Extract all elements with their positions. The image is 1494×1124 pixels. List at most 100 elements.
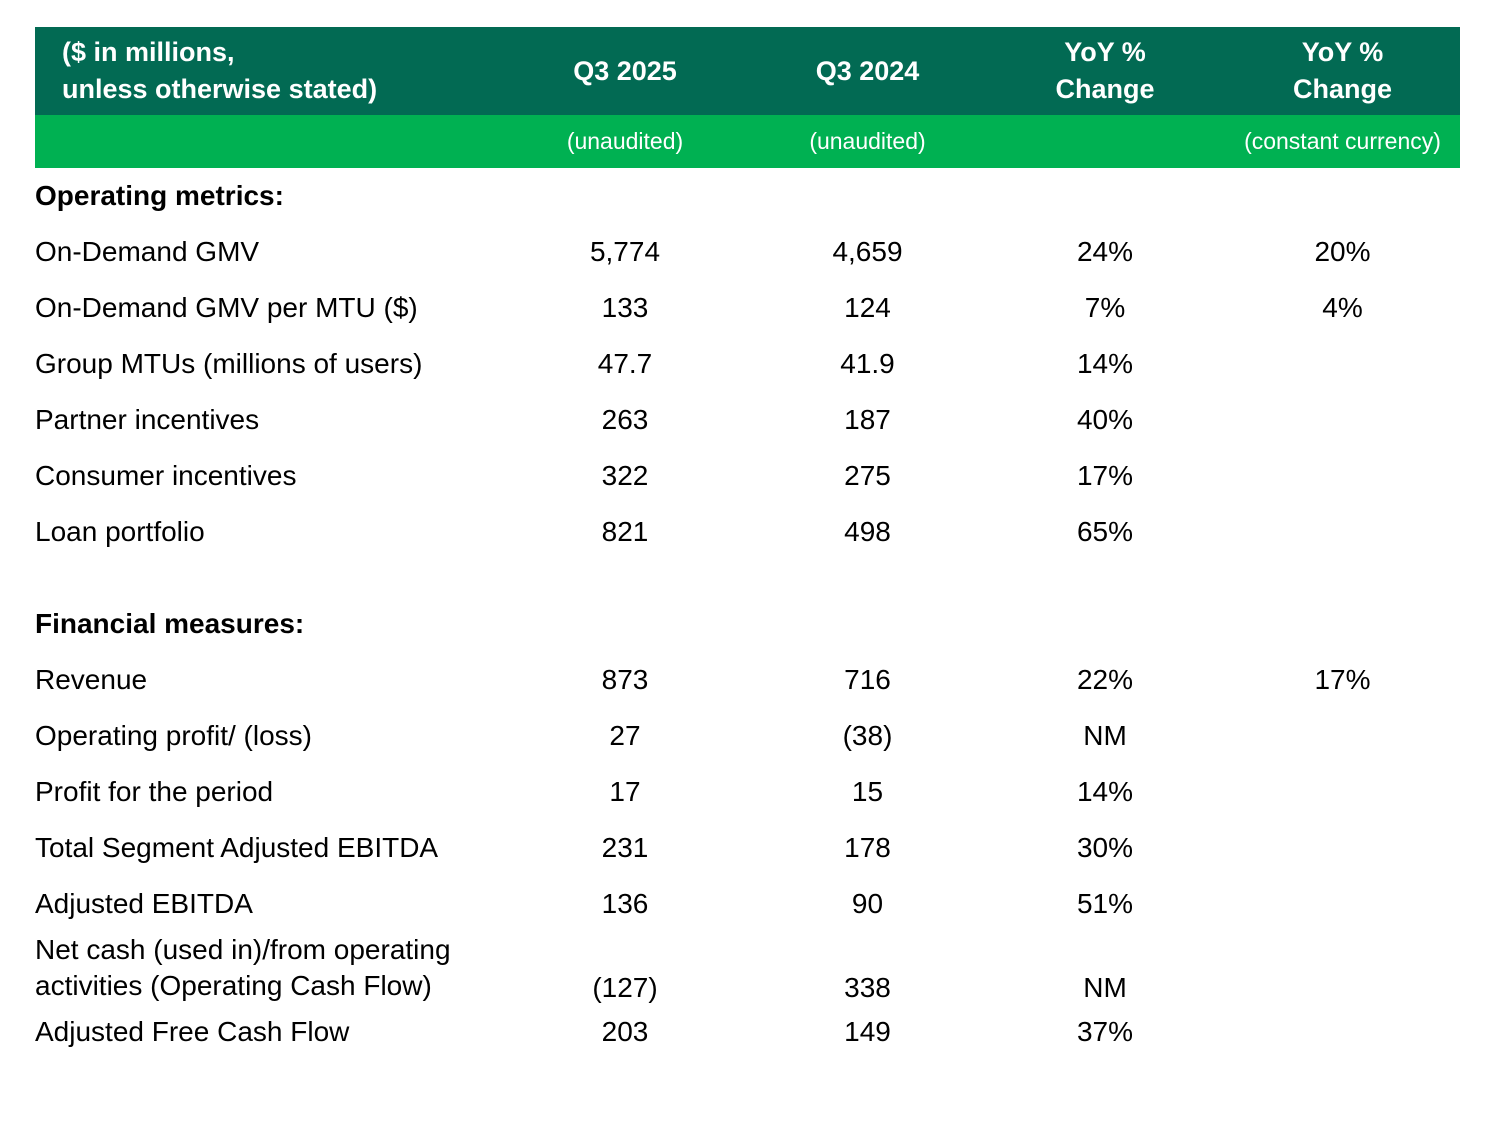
- value-yoy: 7%: [1084, 292, 1126, 323]
- table-row: Loan portfolio 821 498 65%: [35, 504, 1460, 560]
- financial-metrics-table: ($ in millions, unless otherwise stated)…: [35, 27, 1460, 1060]
- value-q3-2025: 133: [601, 292, 649, 323]
- value-yoy: NM: [1083, 972, 1127, 1003]
- value-q3-2025: 873: [601, 664, 649, 695]
- value-q3-2025: 821: [601, 516, 649, 547]
- header-yoy-line1: YoY %: [1064, 37, 1146, 67]
- subheader-constant-currency-note: (constant currency): [1225, 115, 1460, 168]
- value-yoy-cc: [1225, 932, 1460, 1004]
- value-yoy-cc: [1225, 708, 1460, 764]
- value-yoy: 24%: [1076, 236, 1134, 267]
- value-yoy: 40%: [1076, 404, 1134, 435]
- header-q3-2025: Q3 2025: [500, 27, 750, 115]
- value-yoy: 65%: [1076, 516, 1134, 547]
- table-header-row: ($ in millions, unless otherwise stated)…: [35, 27, 1460, 115]
- value-yoy: 22%: [1076, 664, 1134, 695]
- table-row: Profit for the period 17 15 14%: [35, 764, 1460, 820]
- row-label: On-Demand GMV: [35, 236, 260, 267]
- table-row: On-Demand GMV 5,774 4,659 24% 20%: [35, 224, 1460, 280]
- table-row: Consumer incentives 322 275 17%: [35, 448, 1460, 504]
- section-header-financial-measures: Financial measures:: [35, 596, 1460, 652]
- value-yoy: 37%: [1076, 1016, 1134, 1047]
- subheader-q3-2024-note: (unaudited): [750, 115, 985, 168]
- table-row: Total Segment Adjusted EBITDA 231 178 30…: [35, 820, 1460, 876]
- value-q3-2025: 47.7: [597, 348, 653, 379]
- table-row-net-cash: Net cash (used in)/from operating activi…: [35, 932, 1460, 1004]
- spacer-row: [35, 560, 1460, 596]
- value-q3-2024: 4,659: [832, 236, 903, 267]
- value-yoy: 17%: [1076, 460, 1134, 491]
- value-q3-2024: 41.9: [840, 348, 895, 379]
- row-label: Adjusted EBITDA: [35, 888, 253, 919]
- section-title: Operating metrics:: [35, 180, 284, 211]
- table-row: On-Demand GMV per MTU ($) 133 124 7% 4%: [35, 280, 1460, 336]
- value-yoy-cc: 17%: [1314, 664, 1371, 695]
- value-q3-2025: 263: [601, 404, 649, 435]
- table-row: Adjusted Free Cash Flow 203 149 37%: [35, 1004, 1460, 1060]
- value-q3-2025: 5,774: [589, 236, 661, 267]
- subheader-empty: [35, 115, 500, 168]
- value-q3-2025: 322: [601, 460, 649, 491]
- header-q3-2024: Q3 2024: [750, 27, 985, 115]
- header-yoy-cc-line2: Change: [1292, 74, 1392, 104]
- table-subheader-row: (unaudited) (unaudited) (constant curren…: [35, 115, 1460, 168]
- subheader-q3-2025-note: (unaudited): [500, 115, 750, 168]
- value-yoy-cc: [1225, 820, 1460, 876]
- row-label: Revenue: [35, 664, 148, 695]
- table-row: Partner incentives 263 187 40%: [35, 392, 1460, 448]
- value-q3-2025: 136: [601, 888, 649, 919]
- row-label: Group MTUs (millions of users): [35, 348, 423, 379]
- header-yoy-change-constant-currency: YoY % Change: [1225, 27, 1460, 115]
- value-q3-2025: (127): [592, 972, 658, 1003]
- header-yoy-cc-line1: YoY %: [1301, 37, 1384, 67]
- row-label: Partner incentives: [35, 404, 260, 435]
- value-q3-2024: 149: [844, 1016, 891, 1047]
- section-header-operating-metrics: Operating metrics:: [35, 168, 1460, 224]
- header-units-line2: unless otherwise stated): [62, 74, 378, 104]
- value-q3-2025: 203: [601, 1016, 649, 1047]
- value-q3-2024: 15: [851, 776, 884, 807]
- value-yoy: NM: [1083, 720, 1127, 751]
- value-yoy-cc: 4%: [1322, 292, 1363, 323]
- value-yoy: 14%: [1076, 776, 1134, 807]
- row-label: Net cash (used in)/from operating activi…: [35, 932, 500, 1004]
- value-yoy: 51%: [1076, 888, 1134, 919]
- value-yoy-cc: [1225, 1004, 1460, 1060]
- row-label: Adjusted Free Cash Flow: [35, 1016, 350, 1047]
- value-q3-2025: 17: [609, 776, 641, 807]
- value-yoy: 30%: [1076, 832, 1134, 863]
- header-yoy-line2: Change: [1055, 74, 1155, 104]
- value-yoy-cc: [1225, 448, 1460, 504]
- row-label: Consumer incentives: [35, 460, 297, 491]
- value-q3-2024: 187: [844, 404, 891, 435]
- value-yoy-cc: [1225, 504, 1460, 560]
- row-label-line1: Net cash (used in)/from operating: [35, 934, 451, 965]
- subheader-yoy-note: [985, 115, 1225, 168]
- value-q3-2024: 275: [844, 460, 891, 491]
- header-units-label: ($ in millions, unless otherwise stated): [35, 27, 500, 115]
- value-yoy-cc: [1225, 764, 1460, 820]
- value-q3-2024: 338: [844, 972, 891, 1003]
- row-label-line2: activities (Operating Cash Flow): [35, 970, 432, 1001]
- value-yoy-cc: [1225, 392, 1460, 448]
- table-row: Revenue 873 716 22% 17%: [35, 652, 1460, 708]
- value-q3-2025: 27: [609, 720, 641, 751]
- row-label: Total Segment Adjusted EBITDA: [35, 832, 439, 863]
- value-q3-2024: 90: [851, 888, 884, 919]
- value-yoy-cc: [1225, 336, 1460, 392]
- header-units-line1: ($ in millions,: [62, 37, 235, 67]
- value-q3-2024: 716: [844, 664, 891, 695]
- value-yoy: 14%: [1076, 348, 1134, 379]
- table-row: Operating profit/ (loss) 27 (38) NM: [35, 708, 1460, 764]
- value-q3-2024: (38): [842, 720, 893, 751]
- row-label: Loan portfolio: [35, 516, 205, 547]
- value-q3-2024: 178: [844, 832, 891, 863]
- row-label: On-Demand GMV per MTU ($): [35, 292, 418, 323]
- value-q3-2025: 231: [601, 832, 649, 863]
- value-yoy-cc: 20%: [1314, 236, 1371, 267]
- row-label: Profit for the period: [35, 776, 274, 807]
- section-title: Financial measures:: [35, 608, 305, 639]
- value-q3-2024: 124: [844, 292, 891, 323]
- table-row: Group MTUs (millions of users) 47.7 41.9…: [35, 336, 1460, 392]
- value-yoy-cc: [1225, 876, 1460, 932]
